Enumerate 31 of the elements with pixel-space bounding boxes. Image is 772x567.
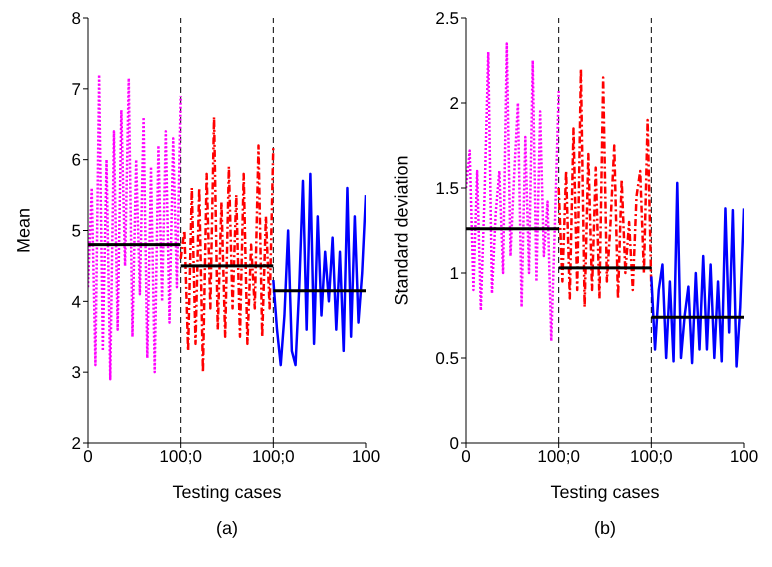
y-tick-label: 1.5 — [435, 179, 459, 198]
line-series — [88, 73, 182, 380]
x-tick-label: 100;0 — [159, 447, 202, 466]
y-tick-label: 4 — [72, 292, 81, 312]
x-tick-label: 100;0 — [630, 447, 673, 466]
x-axis-title: Testing cases — [172, 482, 282, 502]
y-axis-title: Standard deviation — [391, 155, 412, 306]
y-tick-label: 2.5 — [435, 9, 459, 28]
x-tick-label: 100;0 — [252, 447, 295, 466]
line-series — [466, 42, 560, 342]
y-tick-label: 0 — [450, 434, 459, 454]
y-tick-label: 5 — [72, 222, 81, 241]
line-series — [272, 172, 366, 366]
y-tick-label: 8 — [72, 9, 81, 28]
line-series — [179, 116, 275, 374]
y-tick-label: 3 — [72, 363, 81, 382]
y-tick-label: 2 — [450, 94, 459, 114]
x-tick-label: 100 — [352, 447, 380, 466]
text: (a) — [215, 518, 239, 539]
line-series — [557, 68, 653, 308]
y-tick-label: 1 — [450, 264, 459, 284]
x-tick-label: 100;0 — [537, 447, 580, 466]
y-tick-label: 6 — [72, 150, 81, 170]
x-axis-title: Testing cases — [550, 482, 660, 502]
text: (b) — [593, 518, 617, 539]
y-tick-label: 7 — [72, 80, 81, 99]
x-tick-label: 100 — [730, 447, 758, 466]
line-series — [650, 182, 744, 368]
y-axis-title: Mean — [13, 208, 34, 254]
y-tick-label: 0.5 — [435, 349, 459, 368]
y-tick-label: 2 — [72, 434, 81, 454]
